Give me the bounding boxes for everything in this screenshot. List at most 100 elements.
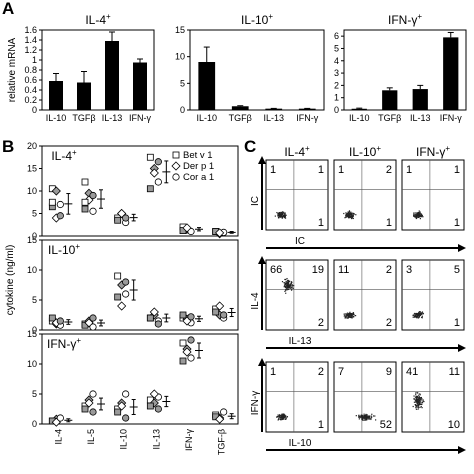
event-dot (281, 216, 284, 218)
event-dot (416, 216, 418, 218)
event-dot (291, 281, 293, 284)
event-dot (349, 312, 351, 314)
event-dot (351, 216, 353, 219)
event-dot (359, 416, 361, 418)
chart-title-text: IFN-γ (388, 13, 417, 27)
event-dot (280, 416, 282, 418)
data-point (48, 198, 56, 206)
event-dot (420, 406, 422, 408)
y-tick-label: 0.4 (24, 85, 37, 95)
bar (382, 90, 398, 110)
event-dot (285, 280, 287, 283)
event-dot (350, 211, 352, 213)
event-dot (419, 211, 421, 213)
x-tick-label: TGF-β (217, 429, 227, 455)
legend-label: Cor a 1 (183, 172, 214, 183)
event-dot (280, 213, 282, 215)
event-dot (419, 403, 421, 405)
x-tick-label: IL-13 (151, 429, 161, 450)
event-dot (422, 313, 425, 315)
quadrant-ur: 2 (386, 164, 392, 176)
event-dot (350, 316, 352, 319)
event-dot (283, 211, 285, 214)
data-point (179, 311, 187, 319)
event-dot (417, 400, 420, 403)
event-dot (284, 283, 287, 285)
event-dot (346, 315, 348, 317)
event-dot (419, 311, 421, 313)
event-dot (418, 316, 420, 318)
event-dot (414, 214, 416, 216)
event-dot (291, 284, 293, 286)
event-dot (418, 311, 420, 314)
data-point (114, 293, 122, 301)
event-dot (414, 396, 417, 398)
event-dot (416, 392, 418, 394)
event-dot (350, 213, 352, 215)
chart-title-text: IL-10 (241, 13, 269, 27)
event-dot (343, 313, 345, 315)
event-dot (413, 395, 415, 397)
data-point (149, 389, 159, 399)
event-dot (350, 314, 352, 316)
x-tick-label: IFN-γ (184, 429, 194, 451)
event-dot (417, 212, 419, 214)
data-point (220, 311, 228, 319)
event-dot (415, 314, 417, 316)
event-dot (418, 313, 420, 316)
event-dot (363, 413, 365, 415)
data-point (215, 301, 225, 311)
event-dot (346, 212, 349, 215)
event-dot (368, 418, 370, 420)
event-dot (416, 406, 418, 408)
data-point (179, 357, 187, 365)
event-dot (352, 313, 354, 315)
event-dot (350, 313, 353, 315)
x-tick-label: IL-10 (196, 113, 217, 123)
legend-label: Bet v 1 (183, 150, 213, 161)
event-dot (345, 316, 347, 318)
event-dot (283, 284, 286, 286)
event-dot (282, 413, 284, 415)
event-dot (284, 278, 286, 281)
bar (412, 89, 428, 110)
bar (198, 62, 216, 110)
quadrant-ul: 66 (270, 264, 282, 276)
event-dot (417, 407, 420, 409)
y-tick-label: 4 (334, 56, 339, 66)
y-tick-label: 0.6 (24, 75, 37, 85)
quadrant-lr: 1 (318, 419, 324, 431)
event-dot (345, 212, 347, 214)
event-dot (415, 405, 417, 407)
y-tick-label: 0 (32, 231, 37, 241)
event-dot (285, 289, 287, 292)
event-dot (347, 317, 349, 319)
event-dot (280, 417, 282, 419)
data-point (89, 323, 97, 331)
event-dot (415, 315, 418, 317)
y-tick-label: 5 (180, 78, 185, 88)
event-dot (280, 415, 282, 417)
plot-frame (343, 29, 467, 111)
event-dot (276, 416, 278, 418)
event-dot (289, 284, 291, 286)
event-dot (350, 313, 352, 315)
event-dot (287, 284, 289, 286)
data-point (114, 408, 122, 416)
x-tick-label: TGFβ (72, 113, 95, 123)
subplot-label: IL-10+ (48, 242, 80, 257)
quadrant-ur: 1 (318, 164, 324, 176)
event-dot (421, 215, 423, 218)
event-dot (283, 216, 286, 219)
x-axis-label: IL-10 (289, 438, 312, 449)
event-dot (370, 415, 372, 417)
event-dot (354, 315, 357, 317)
event-dot (415, 394, 417, 396)
event-dot (422, 216, 424, 218)
event-dot (364, 417, 366, 419)
event-dot (419, 314, 422, 316)
data-point (89, 314, 97, 322)
event-dot (413, 316, 416, 318)
plot-frame (265, 259, 329, 331)
